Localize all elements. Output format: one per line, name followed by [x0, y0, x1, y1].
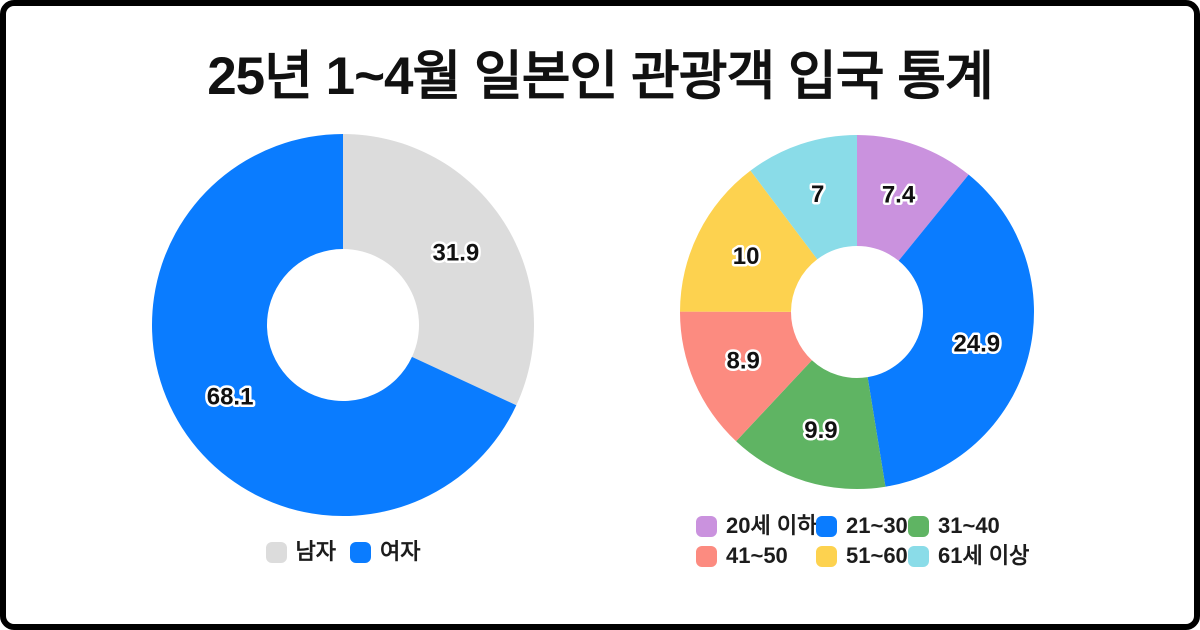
donut-slice: [680, 311, 812, 442]
legend-item-female: 여자: [350, 541, 420, 563]
age-legend: 20세 이하 21~30 31~40 41~50 51~60 61세 이상: [696, 515, 1029, 567]
slice-value-label: 31.9: [433, 239, 480, 266]
age-51-60-legend-label: 51~60: [846, 543, 908, 568]
age-41-50-legend-swatch: [696, 545, 717, 567]
slice-value-label: 68.1: [207, 384, 254, 411]
legend-item-51-60: 51~60: [816, 545, 908, 567]
donut-slice: [152, 134, 517, 516]
age-21-30-legend-label: 21~30: [846, 513, 908, 538]
donut-slice: [343, 134, 534, 406]
gender-legend: 남자 여자: [133, 541, 553, 563]
female-legend-swatch: [350, 541, 371, 563]
slice-value-label: 8.9: [727, 348, 760, 375]
donut-slice: [736, 360, 886, 490]
legend-item-31-40: 31~40: [908, 515, 1029, 537]
donut-slice: [750, 135, 857, 260]
over-61-legend-swatch: [908, 545, 929, 567]
slice-value-label: 9.9: [804, 417, 837, 444]
under-20-legend-swatch: [696, 515, 717, 537]
legend-item-over-61: 61세 이상: [908, 545, 1029, 567]
male-legend-swatch: [265, 541, 287, 563]
age-51-60-legend-swatch: [816, 545, 837, 567]
slice-value-label: 10: [733, 243, 760, 270]
over-61-legend-label: 61세 이상: [938, 543, 1030, 568]
page-title: 25년 1~4월 일본인 관광객 입국 통계: [207, 47, 994, 106]
donut-slice: [680, 170, 818, 312]
male-legend-label: 남자: [295, 539, 336, 564]
age-21-30-legend-swatch: [816, 515, 837, 537]
donut-slice: [857, 135, 969, 261]
age-41-50-legend-label: 41~50: [726, 543, 788, 568]
age-31-40-legend-label: 31~40: [938, 513, 1000, 538]
slice-value-label: 7.4: [882, 182, 916, 209]
legend-item-under-20: 20세 이하: [696, 513, 818, 538]
age-donut-chart: 7.4 24.9 9.9 8.9 10 7: [680, 135, 1034, 490]
slice-value-label: 24.9: [953, 330, 1000, 357]
slice-value-label: 7: [811, 181, 824, 208]
age-31-40-legend-swatch: [908, 515, 929, 537]
legend-item-21-30: 21~30: [816, 515, 908, 537]
female-legend-label: 여자: [380, 539, 421, 564]
donut-slice: [867, 174, 1034, 487]
legend-item-male: 남자: [265, 539, 336, 564]
gender-donut-chart: 31.9 68.1: [152, 134, 534, 516]
under-20-legend-label: 20세 이하: [726, 513, 818, 538]
legend-item-41-50: 41~50: [696, 545, 816, 567]
